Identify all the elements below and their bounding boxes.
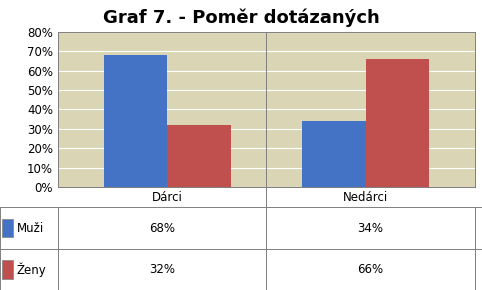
Bar xyxy=(2,219,13,237)
Text: 66%: 66% xyxy=(358,263,384,276)
Text: 32%: 32% xyxy=(149,263,175,276)
Bar xyxy=(104,55,167,187)
Text: Muži: Muži xyxy=(17,222,44,235)
Bar xyxy=(2,260,13,279)
Text: Nedárci: Nedárci xyxy=(343,191,388,204)
Bar xyxy=(365,59,429,187)
Bar xyxy=(167,125,230,187)
Text: 34%: 34% xyxy=(358,222,384,235)
Bar xyxy=(302,121,365,187)
Text: 68%: 68% xyxy=(149,222,175,235)
Text: Dárci: Dárci xyxy=(152,191,183,204)
Text: Graf 7. - Poměr dotázaných: Graf 7. - Poměr dotázaných xyxy=(103,9,379,27)
Text: Ženy: Ženy xyxy=(17,262,47,277)
